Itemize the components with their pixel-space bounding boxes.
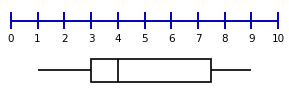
Text: 3: 3 bbox=[88, 34, 95, 44]
Text: 7: 7 bbox=[194, 34, 201, 44]
Text: 2: 2 bbox=[61, 34, 68, 44]
Text: 0: 0 bbox=[8, 34, 14, 44]
Text: 10: 10 bbox=[272, 34, 285, 44]
Text: 1: 1 bbox=[34, 34, 41, 44]
Text: 8: 8 bbox=[221, 34, 228, 44]
Text: 5: 5 bbox=[141, 34, 148, 44]
Text: 9: 9 bbox=[248, 34, 255, 44]
Bar bbox=[91, 59, 211, 82]
Text: 4: 4 bbox=[114, 34, 121, 44]
Text: 6: 6 bbox=[168, 34, 175, 44]
